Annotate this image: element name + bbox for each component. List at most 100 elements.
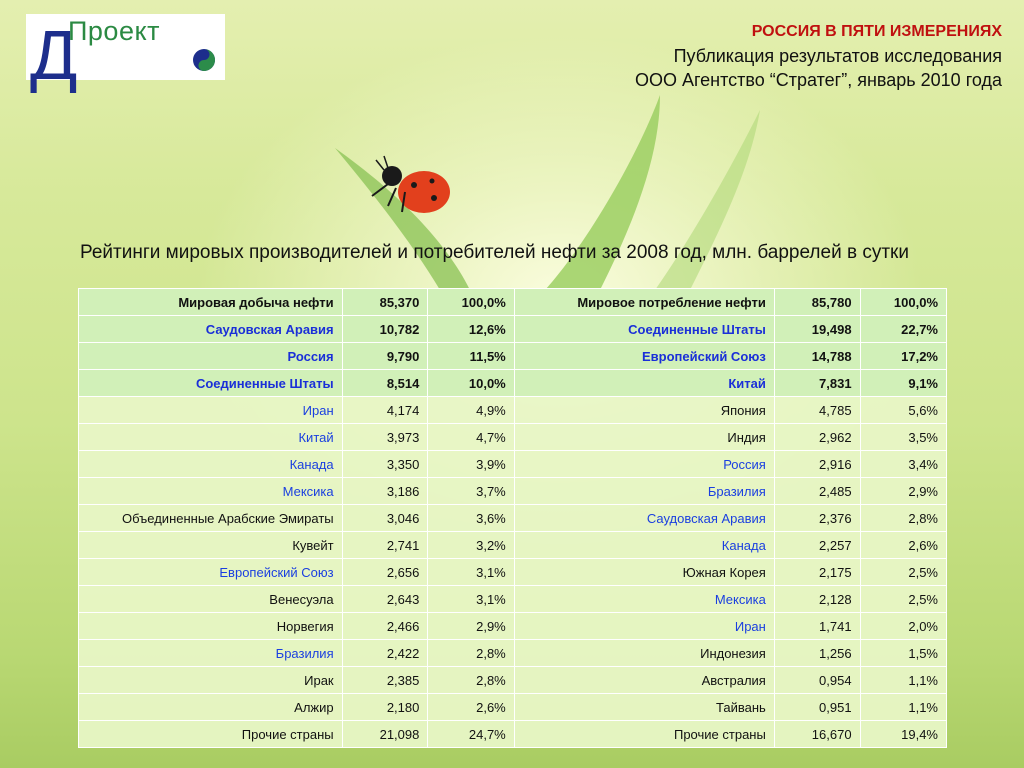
production-pct: 2,6% [427, 693, 515, 721]
logo-letter-d: Д [30, 16, 78, 94]
production-value: 2,741 [341, 531, 429, 559]
header-production-pct: 100,0% [427, 288, 515, 316]
consumption-pct: 2,8% [859, 504, 948, 532]
production-pct: 3,6% [427, 504, 515, 532]
consumption-country: Соединенные Штаты [513, 315, 775, 343]
production-value: 21,098 [341, 720, 429, 748]
production-country: Канада [78, 450, 343, 478]
table-row: Бразилия 2,422 2,8% Индонезия 1,256 1,5% [78, 639, 948, 667]
table-row: Ирак 2,385 2,8% Австралия 0,954 1,1% [78, 666, 948, 694]
production-pct: 3,7% [427, 477, 515, 505]
production-country: Саудовская Аравия [78, 315, 343, 343]
production-value: 3,973 [341, 423, 429, 451]
consumption-value: 1,256 [773, 639, 861, 667]
consumption-value: 1,741 [773, 612, 861, 640]
consumption-value: 2,485 [773, 477, 861, 505]
header-publisher: ООО Агентство “Стратег”, январь 2010 год… [634, 70, 1002, 90]
production-country: Алжир [78, 693, 343, 721]
consumption-country: Бразилия [513, 477, 775, 505]
consumption-pct: 9,1% [859, 369, 948, 397]
production-country: Китай [78, 423, 343, 451]
table-row: Соединенные Штаты 8,514 10,0% Китай 7,831 9,1… [78, 369, 948, 397]
production-pct: 2,9% [427, 612, 515, 640]
production-value: 2,180 [341, 693, 429, 721]
consumption-pct: 19,4% [859, 720, 948, 748]
production-country: Прочие страны [78, 720, 343, 748]
production-country: Норвегия [78, 612, 343, 640]
production-value: 2,466 [341, 612, 429, 640]
table-row: Алжир 2,180 2,6% Тайвань 0,951 1,1% [78, 693, 948, 721]
production-value: 2,385 [341, 666, 429, 694]
production-country: Объединенные Арабские Эмираты [78, 504, 343, 532]
production-country: Европейский Союз [78, 558, 343, 586]
consumption-country: Иран [513, 612, 775, 640]
production-country: Венесуэла [78, 585, 343, 613]
consumption-pct: 1,1% [859, 693, 948, 721]
production-country: Ирак [78, 666, 343, 694]
production-value: 8,514 [341, 369, 429, 397]
consumption-value: 2,916 [773, 450, 861, 478]
production-value: 3,186 [341, 477, 429, 505]
table-row: Кувейт 2,741 3,2% Канада 2,257 2,6% [78, 531, 948, 559]
table-row: Саудовская Аравия 10,782 12,6% Соединенные … [78, 315, 948, 343]
header-consumption-pct: 100,0% [859, 288, 948, 316]
consumption-pct: 2,5% [859, 585, 948, 613]
consumption-value: 19,498 [773, 315, 861, 343]
production-value: 3,350 [341, 450, 429, 478]
consumption-country: Саудовская Аравия [513, 504, 775, 532]
production-country: Кувейт [78, 531, 343, 559]
production-value: 3,046 [341, 504, 429, 532]
leaf-left [335, 148, 470, 290]
consumption-value: 0,951 [773, 693, 861, 721]
table-row: Иран 4,174 4,9% Япония 4,785 5,6% [78, 396, 948, 424]
page-title: Рейтинги мировых производителей и потреб… [80, 242, 909, 263]
consumption-value: 14,788 [773, 342, 861, 370]
production-country: Россия [78, 342, 343, 370]
production-pct: 4,9% [427, 396, 515, 424]
production-country: Бразилия [78, 639, 343, 667]
leaf-right [545, 95, 660, 290]
consumption-value: 2,175 [773, 558, 861, 586]
consumption-country: Канада [513, 531, 775, 559]
production-value: 2,656 [341, 558, 429, 586]
production-pct: 10,0% [427, 369, 515, 397]
consumption-country: Тайвань [513, 693, 775, 721]
production-pct: 12,6% [427, 315, 515, 343]
production-pct: 2,8% [427, 639, 515, 667]
leaf-far-right [655, 110, 760, 290]
logo: Д Проект [26, 14, 225, 90]
table-row: Европейский Союз 2,656 3,1% Южная Корея 2,17… [78, 558, 948, 586]
consumption-pct: 1,1% [859, 666, 948, 694]
production-pct: 2,8% [427, 666, 515, 694]
logo-top-text: Проект [68, 16, 160, 46]
consumption-pct: 22,7% [859, 315, 948, 343]
consumption-country: Индия [513, 423, 775, 451]
production-value: 9,790 [341, 342, 429, 370]
table-row: Объединенные Арабские Эмираты 3,046 3,6% Са… [78, 504, 948, 532]
header-title: РОССИЯ В ПЯТИ ИЗМЕРЕНИЯХ [751, 23, 1002, 40]
consumption-value: 4,785 [773, 396, 861, 424]
consumption-country: Австралия [513, 666, 775, 694]
production-pct: 3,1% [427, 585, 515, 613]
production-country: Мексика [78, 477, 343, 505]
table-row: Мексика 3,186 3,7% Бразилия 2,485 2,9% [78, 477, 948, 505]
consumption-pct: 2,6% [859, 531, 948, 559]
consumption-pct: 5,6% [859, 396, 948, 424]
production-pct: 3,2% [427, 531, 515, 559]
publication-header: РОССИЯ В ПЯТИ ИЗМЕРЕНИЯХ Публикация резу… [635, 20, 1002, 92]
production-pct: 24,7% [427, 720, 515, 748]
consumption-value: 2,128 [773, 585, 861, 613]
production-value: 4,174 [341, 396, 429, 424]
production-pct: 3,1% [427, 558, 515, 586]
consumption-pct: 2,0% [859, 612, 948, 640]
header-consumption-label: Мировое потребление нефти [513, 288, 775, 316]
table-row: Китай 3,973 4,7% Индия 2,962 3,5% [78, 423, 948, 451]
production-value: 2,643 [341, 585, 429, 613]
production-value: 10,782 [341, 315, 429, 343]
consumption-value: 2,376 [773, 504, 861, 532]
table-row: Прочие страны 21,098 24,7% Прочие страны 16,… [78, 720, 948, 748]
consumption-country: Китай [513, 369, 775, 397]
consumption-pct: 3,5% [859, 423, 948, 451]
consumption-country: Япония [513, 396, 775, 424]
consumption-country: Индонезия [513, 639, 775, 667]
